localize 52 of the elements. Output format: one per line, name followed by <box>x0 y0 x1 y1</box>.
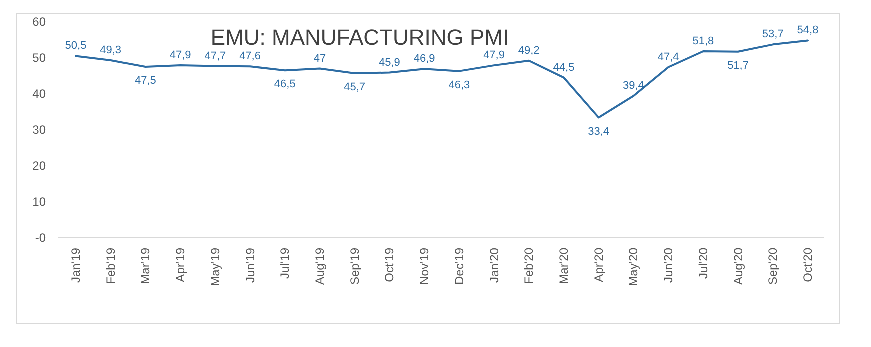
data-label: 49,3 <box>100 44 122 57</box>
data-label: 33,4 <box>588 126 610 138</box>
x-tick-label: Jul'19 <box>278 248 292 279</box>
x-tick-label: May'20 <box>626 248 641 286</box>
data-label: 53,7 <box>762 28 784 41</box>
data-label: 47,4 <box>658 51 680 64</box>
data-label: 45,7 <box>344 81 366 94</box>
x-tick-label: Aug'19 <box>313 248 327 285</box>
y-tick-label: 20 <box>32 159 46 174</box>
x-tick-label: Apr'19 <box>174 248 188 282</box>
x-tick-label: Jun'20 <box>662 248 676 283</box>
data-label: 47,7 <box>204 50 226 62</box>
data-label: 46,3 <box>448 79 470 92</box>
data-label: 39,4 <box>623 80 644 92</box>
x-tick-label: Sep'19 <box>348 248 362 285</box>
x-tick-label: Jan'20 <box>487 248 502 283</box>
x-tick-label: Feb'19 <box>104 248 118 284</box>
x-tick-label: Feb'20 <box>522 248 536 284</box>
y-tick-label: 30 <box>32 123 46 138</box>
x-tick-label: Mar'19 <box>138 248 153 284</box>
data-label: 46,9 <box>414 53 436 66</box>
x-tick-label: Aug'20 <box>731 248 746 285</box>
data-label: 49,2 <box>518 44 540 57</box>
x-tick-label: Jul'20 <box>696 248 710 279</box>
data-label: 50,5 <box>65 40 87 52</box>
data-label: 47,9 <box>484 50 505 62</box>
data-label: 46,5 <box>274 78 296 91</box>
data-label: 45,9 <box>379 56 400 69</box>
x-tick-label: Jan'19 <box>69 248 83 283</box>
x-tick-label: Jun'19 <box>243 248 258 283</box>
data-label: 51,7 <box>728 60 749 72</box>
x-tick-label: Nov'19 <box>418 248 432 285</box>
x-tick-label: Oct'20 <box>801 248 815 282</box>
data-label: 44,5 <box>553 62 575 74</box>
data-label: 47,9 <box>170 50 192 62</box>
y-tick-label: 10 <box>32 195 46 210</box>
data-label: 54,8 <box>797 24 819 37</box>
data-label: 47,5 <box>135 75 156 87</box>
chart-title: EMU: MANUFACTURING PMI <box>210 25 510 50</box>
x-tick-label: Mar'20 <box>557 248 571 284</box>
y-tick-label: 50 <box>32 51 46 66</box>
x-tick-label: Apr'20 <box>592 248 606 282</box>
y-tick-label: 60 <box>32 15 46 30</box>
data-label: 47 <box>314 52 326 65</box>
y-tick-label: -0 <box>35 231 46 246</box>
data-label: 51,8 <box>692 36 714 48</box>
x-tick-label: Sep'20 <box>766 248 780 285</box>
x-tick-label: Dec'19 <box>452 248 466 285</box>
x-tick-label: Oct'19 <box>382 248 397 282</box>
x-tick-label: May'19 <box>208 248 222 286</box>
data-label: 47,6 <box>240 50 261 63</box>
y-tick-label: 40 <box>32 87 46 102</box>
